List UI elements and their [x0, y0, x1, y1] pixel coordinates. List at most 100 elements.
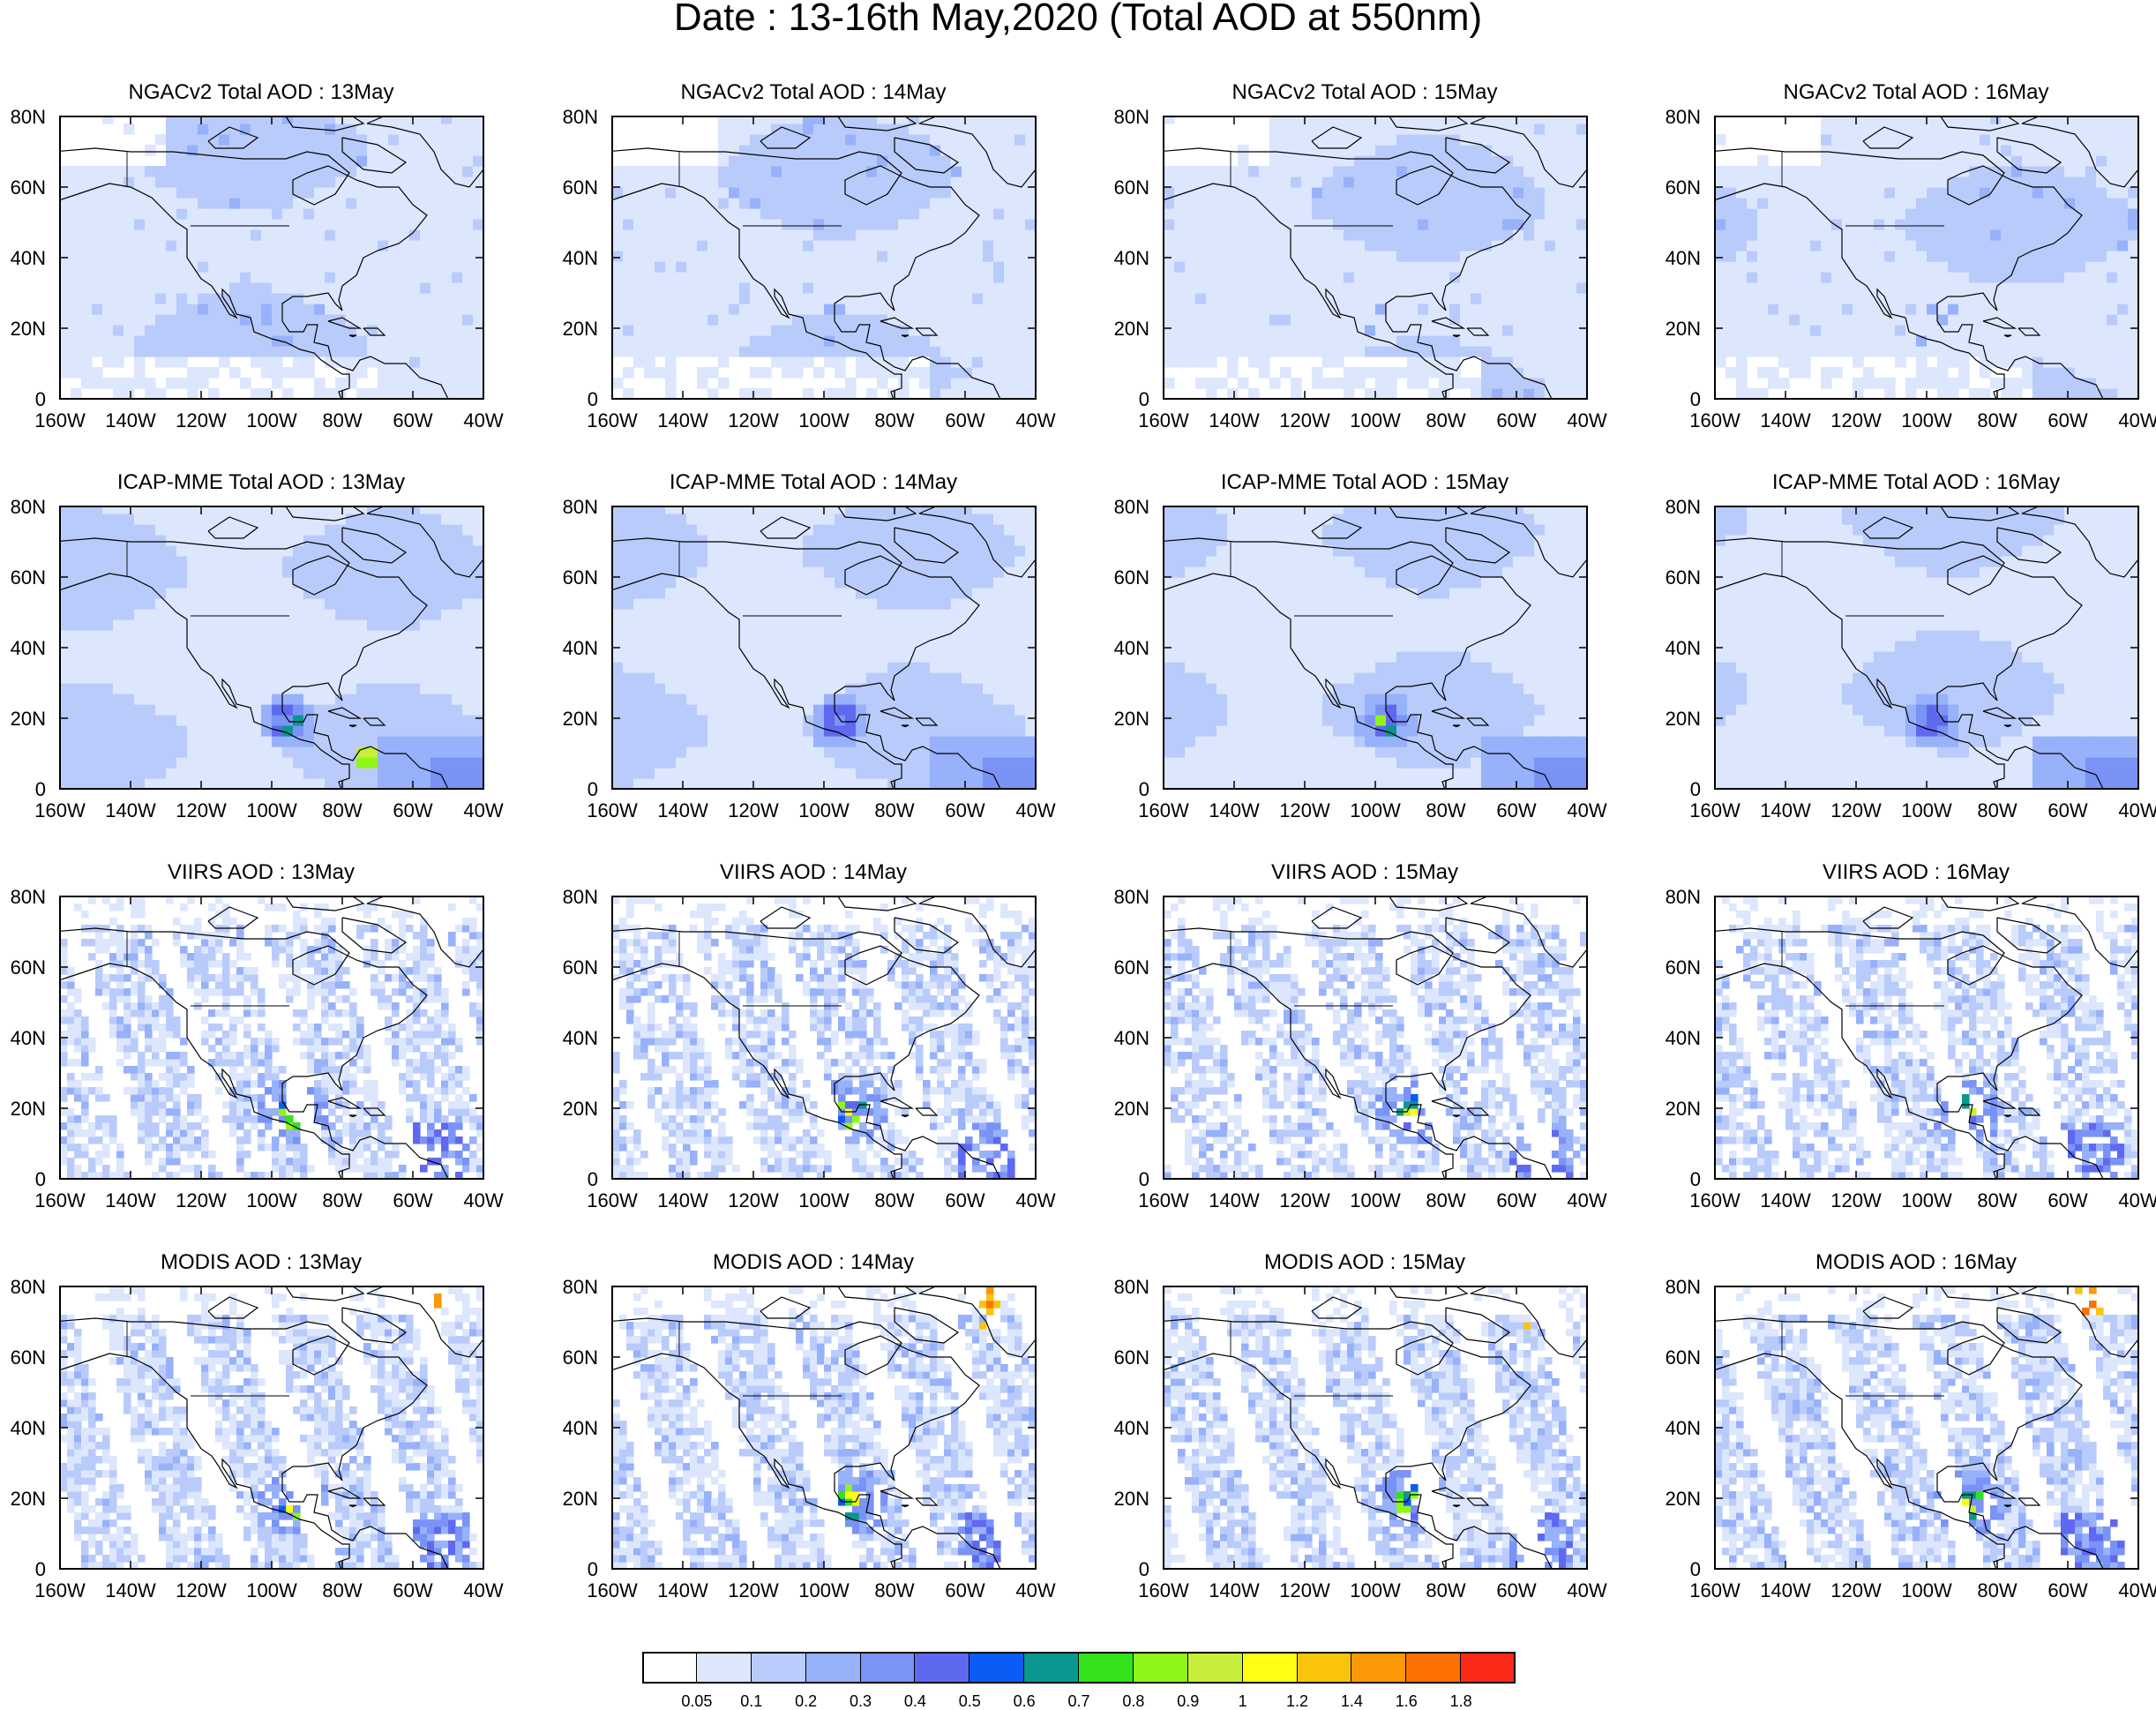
aod-cell — [1980, 219, 1991, 230]
aod-cell — [208, 694, 220, 705]
aod-cell — [1407, 304, 1419, 315]
aod-cell — [219, 672, 230, 684]
aod-cell — [1863, 134, 1875, 146]
aod-cell — [835, 367, 846, 379]
aod-cell — [750, 134, 761, 146]
aod-cell — [303, 588, 315, 599]
aod-cell — [1502, 272, 1514, 283]
aod-cell — [388, 588, 400, 599]
aod-cell — [2096, 155, 2107, 167]
aod-cell — [2064, 325, 2076, 336]
aod-cell — [1333, 325, 1344, 336]
aod-cell — [261, 356, 273, 368]
aod-cell — [1937, 367, 1949, 379]
aod-cell — [71, 704, 82, 716]
aod-cell — [2075, 229, 2086, 241]
aod-cell — [1502, 314, 1514, 326]
aod-cell — [2043, 293, 2055, 304]
aod-cell — [676, 282, 687, 294]
aod-cell — [1354, 208, 1366, 220]
aod-cell — [1990, 155, 2002, 167]
aod-cell — [1312, 325, 1323, 336]
aod-cell — [2075, 116, 2086, 124]
aod-cell — [272, 367, 283, 379]
aod-cell — [1905, 251, 1917, 262]
aod-cell — [1990, 208, 2002, 220]
aod-cell — [612, 176, 624, 188]
aod-cell — [835, 155, 846, 167]
aod-cell — [1025, 314, 1036, 326]
aod-cell — [155, 261, 167, 273]
aod-cell — [145, 704, 156, 716]
aod-cell — [760, 272, 772, 283]
aod-cell — [251, 116, 262, 124]
aod-cell — [430, 261, 442, 273]
aod-cell — [155, 588, 167, 599]
aod-cell — [1375, 261, 1387, 273]
aod-cell — [303, 556, 315, 567]
aod-cell — [166, 229, 177, 241]
aod-cell — [1365, 134, 1376, 146]
aod-cell — [1407, 240, 1419, 251]
aod-field — [60, 116, 483, 399]
aod-cell — [409, 356, 421, 368]
aod-cell — [325, 768, 336, 779]
aod-cell — [198, 198, 209, 209]
aod-cell — [845, 176, 857, 188]
aod-cell — [983, 356, 994, 368]
aod-cell — [1449, 356, 1461, 368]
aod-cell — [198, 166, 209, 177]
aod-cell — [962, 251, 973, 262]
aod-cell — [420, 619, 431, 631]
aod-cell — [686, 261, 698, 273]
aod-cell — [145, 325, 156, 336]
aod-cell — [2107, 335, 2118, 347]
aod-cell — [1375, 367, 1387, 379]
aod-cell — [187, 346, 198, 357]
coastline — [2018, 327, 2041, 336]
aod-cell — [686, 314, 698, 326]
aod-cell — [2022, 251, 2033, 262]
aod-cell — [2128, 251, 2138, 262]
aod-cell — [155, 251, 167, 262]
aod-cell — [1301, 335, 1313, 347]
aod-cell — [187, 609, 198, 620]
aod-cell — [1439, 272, 1450, 283]
aod-cell — [1185, 261, 1196, 273]
aod-cell — [1958, 166, 1970, 177]
aod-cell — [877, 198, 888, 209]
aod-cell — [420, 176, 431, 188]
aod-cell — [2075, 145, 2086, 156]
aod-cell — [240, 229, 251, 241]
aod-cell — [1726, 198, 1737, 209]
aod-cell — [441, 388, 453, 399]
aod-cell — [261, 683, 273, 694]
aod-cell — [473, 346, 483, 357]
aod-cell — [134, 304, 146, 315]
aod-cell — [124, 346, 135, 357]
aod-cell — [452, 251, 463, 262]
aod-cell — [145, 229, 156, 241]
aod-cell — [940, 314, 952, 326]
aod-cell — [813, 198, 825, 209]
aod-cell — [1365, 293, 1376, 304]
aod-cell — [1969, 116, 1980, 124]
aod-cell — [261, 704, 273, 716]
aod-cell — [1344, 176, 1355, 188]
aod-cell — [356, 145, 368, 156]
coastline — [915, 327, 939, 336]
aod-cell — [325, 293, 336, 304]
aod-cell — [930, 187, 941, 199]
aod-cell — [1216, 346, 1228, 357]
aod-cell — [176, 651, 188, 663]
aod-cell — [176, 282, 188, 294]
aod-cell — [346, 155, 357, 167]
aod-cell — [2085, 272, 2097, 283]
aod-cell — [1895, 116, 1906, 124]
aod-cell — [1471, 335, 1482, 347]
aod-cell — [1460, 251, 1471, 262]
aod-cell — [835, 282, 846, 294]
aod-cell — [909, 346, 920, 357]
aod-cell — [1545, 261, 1556, 273]
